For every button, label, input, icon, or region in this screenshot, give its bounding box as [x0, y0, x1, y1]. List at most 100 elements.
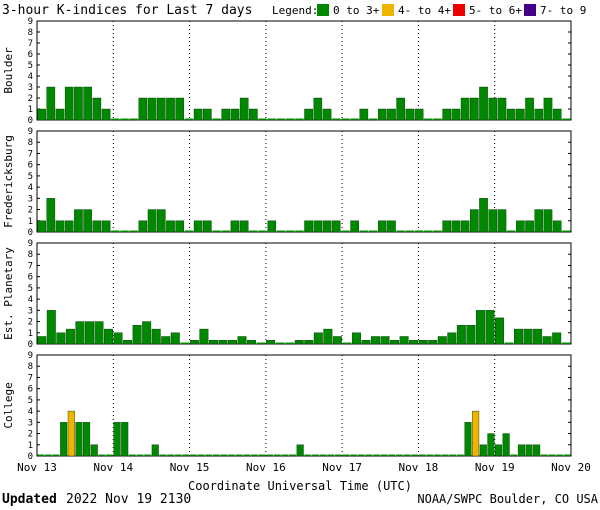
k-bar	[101, 108, 111, 121]
k-bar	[533, 444, 541, 457]
k-bar	[37, 108, 46, 121]
y-tick-label: 6	[28, 273, 33, 283]
k-bar	[258, 454, 266, 456]
k-bar	[514, 328, 524, 345]
k-bar	[189, 340, 199, 345]
y-tick-label: 5	[28, 396, 33, 406]
k-bar	[285, 342, 294, 344]
k-bar	[377, 220, 387, 233]
k-bar	[199, 328, 209, 345]
k-bar	[151, 444, 159, 457]
k-bar	[190, 454, 197, 456]
k-bar	[396, 230, 405, 232]
legend: 0 to 3+ 4- to 4+ 5- to 6+ 7- to 9	[317, 4, 586, 17]
k-bar	[75, 321, 85, 345]
k-bar	[281, 454, 289, 456]
k-bar	[552, 108, 562, 121]
k-bar	[433, 230, 442, 232]
k-bar	[504, 342, 514, 344]
y-tick-label: 8	[28, 138, 33, 148]
k-bar	[442, 220, 452, 233]
station-label: Est. Planetary	[2, 247, 15, 340]
k-bar	[396, 454, 403, 456]
k-bar	[403, 454, 411, 456]
k-bar	[92, 220, 102, 233]
k-bar	[562, 118, 571, 120]
k-bar	[64, 220, 74, 233]
k-bar	[464, 422, 472, 457]
y-tick-label: 7	[28, 261, 33, 271]
k-bar	[94, 321, 104, 345]
x-tick-label: Nov 14	[93, 461, 133, 474]
k-bar	[83, 86, 92, 121]
k-bar	[276, 118, 286, 120]
k-bar	[156, 209, 166, 233]
k-bar	[472, 410, 480, 457]
k-bar	[495, 444, 503, 457]
k-bar	[175, 220, 185, 233]
k-bar	[151, 328, 161, 345]
k-bar	[221, 230, 230, 232]
k-bar	[276, 230, 286, 232]
x-tick-label: Nov 16	[246, 461, 286, 474]
x-axis-label: Coordinate Universal Time (UTC)	[188, 479, 412, 493]
k-bar	[273, 454, 281, 456]
k-bar	[123, 340, 133, 345]
k-bar	[247, 340, 257, 345]
k-bar	[479, 198, 488, 233]
k-bar	[428, 340, 438, 345]
legend-swatch	[382, 4, 394, 16]
k-bar	[286, 118, 295, 120]
k-bar	[540, 454, 548, 456]
k-bar	[138, 220, 148, 233]
k-bar	[98, 454, 106, 456]
k-bar	[399, 336, 409, 345]
y-tick-label: 7	[28, 373, 33, 383]
y-tick-label: 8	[28, 362, 33, 372]
k-bar	[55, 220, 65, 233]
k-bar	[193, 108, 203, 121]
k-bar	[342, 342, 352, 344]
y-tick-label: 1	[28, 441, 33, 451]
k-bar	[212, 454, 220, 456]
k-bar	[350, 118, 359, 120]
y-tick-label: 5	[28, 172, 33, 182]
k-bar	[64, 86, 74, 121]
k-bar	[434, 454, 441, 456]
k-bar	[451, 220, 461, 233]
k-bar	[405, 108, 415, 121]
k-bar	[237, 336, 247, 345]
k-bar	[342, 454, 350, 456]
k-bar	[516, 108, 525, 121]
k-bar	[479, 444, 487, 457]
k-bar	[506, 108, 516, 121]
k-bar	[304, 220, 313, 233]
k-bar	[533, 328, 543, 345]
y-tick-label: 2	[28, 94, 33, 104]
k-bar	[319, 454, 327, 456]
k-bar	[426, 454, 434, 456]
k-bar	[460, 97, 470, 121]
y-tick-label: 6	[28, 50, 33, 60]
station-label: College	[2, 382, 15, 428]
k-bar	[235, 454, 243, 456]
y-tick-label: 1	[28, 217, 33, 227]
k-bar	[289, 454, 296, 456]
k-bar	[83, 422, 91, 457]
k-bar	[507, 230, 516, 232]
k-bar	[552, 332, 562, 345]
k-bar	[359, 108, 369, 121]
k-bar	[60, 422, 68, 457]
k-bar	[487, 433, 495, 457]
k-bar	[517, 444, 525, 457]
k-bar	[221, 108, 231, 121]
updated-timestamp: 2022 Nov 19 2130	[66, 492, 191, 507]
k-bar	[368, 230, 378, 232]
k-bar	[120, 118, 129, 120]
y-tick-label: 8	[28, 28, 33, 38]
k-bar	[543, 209, 553, 233]
legend-text: 5- to 6+	[469, 4, 522, 17]
k-bar	[296, 444, 304, 457]
